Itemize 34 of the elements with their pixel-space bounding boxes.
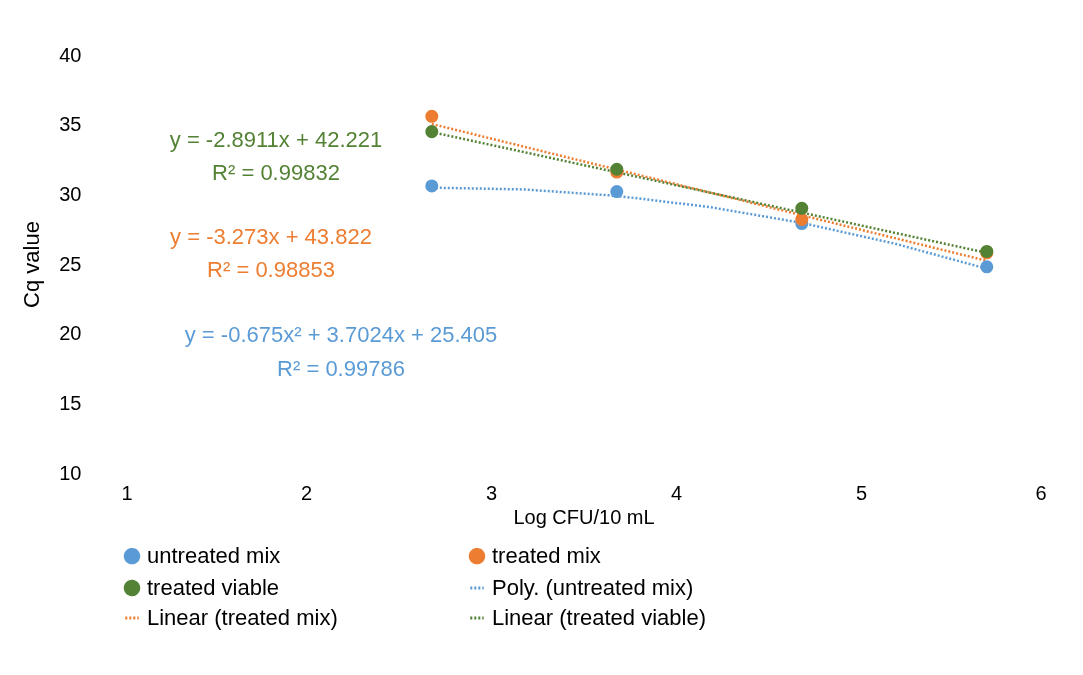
annotation: R² = 0.99786 [277, 356, 405, 381]
point [425, 109, 439, 123]
point [610, 185, 624, 199]
point [425, 179, 439, 193]
annotation: R² = 0.98853 [207, 257, 335, 282]
x-tick-label: 4 [670, 481, 683, 504]
y-tick-label: 10 [59, 461, 82, 484]
annotation: R² = 0.99832 [212, 160, 340, 185]
y-tick-label: 40 [59, 43, 82, 66]
y-tick-label: 25 [59, 252, 82, 275]
legend-label: treated viable [147, 575, 280, 600]
y-tick-label: 15 [59, 391, 82, 414]
x-tick-label: 3 [485, 481, 498, 504]
point [425, 125, 439, 139]
x-axis-title: Log CFU/10 mL [513, 505, 655, 528]
annotation: y = -2.8911x + 42.221 [169, 127, 383, 152]
annotation: y = -0.675x² + 3.7024x + 25.405 [184, 322, 498, 347]
point [795, 212, 809, 226]
y-tick-label: 20 [59, 322, 82, 345]
legend-label: untreated mix [147, 543, 281, 569]
x-tick-label: 5 [855, 481, 868, 504]
legend-label: Poly. (untreated mix) [492, 575, 694, 600]
annotation: y = -3.273x + 43.822 [170, 224, 372, 249]
x-tick-label: 6 [1035, 481, 1047, 504]
x-tick-label: 1 [121, 481, 133, 504]
point [980, 260, 994, 274]
y-axis-title: Cq value [19, 221, 45, 308]
y-tick-label: 35 [59, 113, 82, 136]
x-tick-label: 2 [300, 481, 313, 504]
legend-label: Linear (treated mix) [147, 605, 338, 630]
legend-label: Linear (treated viable) [492, 605, 707, 630]
legend-label: treated mix [492, 543, 601, 569]
y-tick-label: 30 [59, 182, 82, 205]
point [795, 201, 809, 215]
